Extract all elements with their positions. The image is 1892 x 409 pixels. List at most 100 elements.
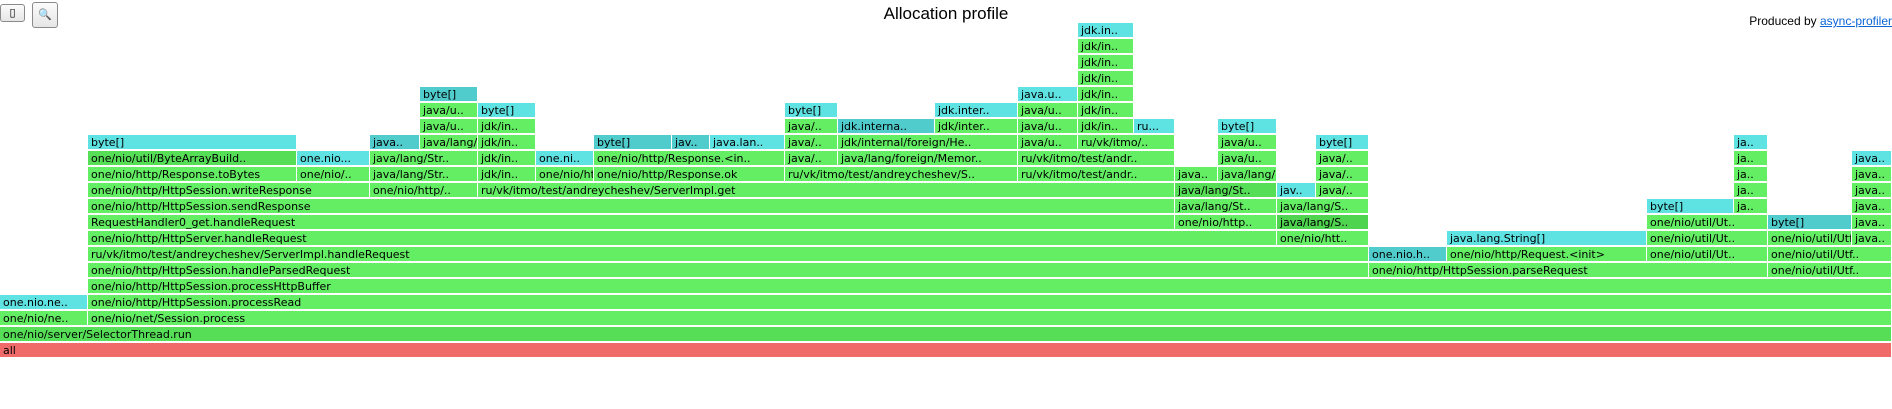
frame[interactable]: jdk.interna.. — [838, 119, 935, 134]
frame[interactable]: one/nio/http/Response.ok — [594, 167, 785, 182]
frame[interactable]: java/u.. — [1218, 135, 1277, 150]
frame[interactable]: java/.. — [785, 119, 838, 134]
frame[interactable]: one/nio/http/HttpSession.sendResponse — [88, 199, 1175, 214]
frame[interactable]: one/nio/util/ByteArrayBuild.. — [88, 151, 297, 166]
frame[interactable]: java/lang/Str.. — [370, 167, 478, 182]
frame[interactable]: ru/vk/itmo/test/andreycheshev/ServerImpl… — [478, 183, 1175, 198]
frame[interactable]: one/nio/http/HttpSession.writeResponse — [88, 183, 370, 198]
frame[interactable]: jdk/in.. — [1078, 71, 1134, 86]
frame[interactable]: one.nio... — [297, 151, 370, 166]
frame[interactable]: java.u.. — [1018, 87, 1078, 102]
frame[interactable]: jdk/internal/foreign/He.. — [838, 135, 1018, 150]
frame[interactable]: java.. — [1852, 199, 1892, 214]
frame[interactable]: jdk/in.. — [1078, 39, 1134, 54]
frame[interactable]: one/nio/http/Response.ok — [536, 167, 594, 182]
frame[interactable]: jdk/in.. — [1078, 55, 1134, 70]
frame[interactable]: java.. — [370, 135, 420, 150]
frame-root[interactable]: all — [0, 343, 1892, 358]
async-profiler-link[interactable]: async-profiler — [1819, 14, 1892, 28]
frame[interactable]: byte[] — [594, 135, 672, 150]
frame[interactable]: java.lan.. — [710, 135, 785, 150]
frame[interactable]: one.nio.ne.. — [0, 295, 88, 310]
frame[interactable]: jdk/in.. — [1078, 103, 1134, 118]
frame[interactable]: byte[] — [1647, 199, 1734, 214]
frame[interactable]: one/nio/http/HttpSession.parseRequest — [1369, 263, 1768, 278]
frame[interactable]: java/lang/St.. — [1175, 199, 1277, 214]
frame[interactable]: jdk.inter.. — [935, 103, 1018, 118]
frame[interactable]: java.lang.String[] — [1447, 231, 1647, 246]
frame[interactable]: jdk/in.. — [1078, 87, 1134, 102]
frame[interactable]: one/nio/http/HttpSession.handleParsedReq… — [88, 263, 1369, 278]
frame[interactable]: byte[] — [1218, 119, 1277, 134]
frame[interactable]: ja.. — [1734, 167, 1768, 182]
frame[interactable]: one/nio/ne.. — [0, 311, 88, 326]
frame[interactable]: one/nio/net/Session.process — [88, 311, 1892, 326]
frame[interactable]: ru/vk/itmo/test/andr.. — [1018, 167, 1175, 182]
frame[interactable]: java/lang/S.. — [1277, 199, 1369, 214]
frame[interactable]: java.. — [1852, 183, 1892, 198]
frame[interactable]: jdk/in.. — [478, 119, 536, 134]
frame[interactable]: java/.. — [1316, 183, 1369, 198]
frame[interactable]: java/u.. — [1218, 151, 1277, 166]
frame[interactable]: byte[] — [1768, 215, 1852, 230]
frame[interactable]: one/nio/http/HttpSession.processRead — [88, 295, 1892, 310]
frame[interactable]: one/nio/util/Ut.. — [1647, 215, 1768, 230]
frame[interactable]: one/nio/util/Utf.. — [1768, 231, 1852, 246]
frame[interactable]: byte[] — [478, 103, 536, 118]
frame[interactable]: jav.. — [1277, 183, 1316, 198]
frame[interactable]: one/nio/.. — [297, 167, 370, 182]
frame[interactable]: jdk/in.. — [478, 167, 536, 182]
frame[interactable]: one/nio/http/Response.<in.. — [594, 151, 785, 166]
frame[interactable]: jdk/in.. — [1078, 119, 1134, 134]
frame[interactable]: java/u.. — [420, 103, 478, 118]
frame[interactable]: java.. — [1852, 215, 1892, 230]
frame[interactable]: ru/vk/itmo/test/andreycheshev/ServerImpl… — [88, 247, 1369, 262]
frame[interactable]: ja.. — [1734, 151, 1768, 166]
frame[interactable]: jdk/in.. — [478, 135, 536, 150]
frame[interactable]: java/lang/St.. — [1175, 183, 1277, 198]
frame[interactable]: ru/vk/itmo/test/andr.. — [1018, 151, 1175, 166]
frame[interactable]: ru/vk/itmo/.. — [1078, 135, 1175, 150]
frame[interactable]: java/.. — [1316, 167, 1369, 182]
frame[interactable]: byte[] — [420, 87, 478, 102]
frame[interactable]: one/nio/util/Ut.. — [1647, 231, 1768, 246]
frame[interactable]: RequestHandler0_get.handleRequest — [88, 215, 1175, 230]
frame[interactable]: one/nio/http/Response.toBytes — [88, 167, 297, 182]
frame[interactable]: one/nio/http.. — [1175, 215, 1277, 230]
frame[interactable]: ru... — [1134, 119, 1175, 134]
frame[interactable]: jav.. — [672, 135, 710, 150]
frame[interactable]: one/nio/util/Utf.. — [1768, 247, 1892, 262]
frame[interactable]: ja.. — [1734, 199, 1768, 214]
frame[interactable]: one.nio.h.. — [1369, 247, 1447, 262]
frame[interactable]: ja.. — [1734, 183, 1768, 198]
frame[interactable]: one/nio/http/HttpServer.handleRequest — [88, 231, 1277, 246]
frame[interactable]: jdk.in.. — [1078, 23, 1134, 38]
frame[interactable]: java/u.. — [1018, 135, 1078, 150]
frame[interactable]: java/.. — [785, 151, 838, 166]
frame[interactable]: java/lang/S.. — [1277, 215, 1369, 230]
frame[interactable]: java/u.. — [1018, 119, 1078, 134]
frame[interactable]: java/lang/Str.. — [420, 135, 478, 150]
frame[interactable]: one/nio/server/SelectorThread.run — [0, 327, 1892, 342]
frame[interactable]: ja.. — [1734, 135, 1768, 150]
frame[interactable]: byte[] — [88, 135, 297, 150]
frame[interactable]: one/nio/util/Ut.. — [1647, 247, 1768, 262]
frame[interactable]: java/lang/St.. — [1218, 167, 1277, 182]
reverse-button[interactable]: ▯ — [0, 4, 25, 22]
frame[interactable]: java/.. — [785, 135, 838, 150]
frame[interactable]: java.. — [1852, 151, 1892, 166]
frame[interactable]: one/nio/htt.. — [1277, 231, 1369, 246]
frame[interactable]: one.ni.. — [536, 151, 594, 166]
frame[interactable]: java.. — [1175, 167, 1218, 182]
frame[interactable]: byte[] — [1316, 135, 1369, 150]
frame[interactable]: one/nio/http/Request.<init> — [1447, 247, 1647, 262]
frame[interactable]: java/lang/Str.. — [370, 151, 478, 166]
frame[interactable]: one/nio/http/HttpSession.processHttpBuff… — [88, 279, 1892, 294]
frame[interactable]: jdk/in.. — [478, 151, 536, 166]
frame[interactable]: java.. — [1852, 231, 1892, 246]
frame[interactable]: byte[] — [785, 103, 838, 118]
frame[interactable]: one/nio/http/.. — [370, 183, 478, 198]
frame[interactable]: java.. — [1852, 167, 1892, 182]
frame[interactable]: jdk/inter.. — [935, 119, 1018, 134]
